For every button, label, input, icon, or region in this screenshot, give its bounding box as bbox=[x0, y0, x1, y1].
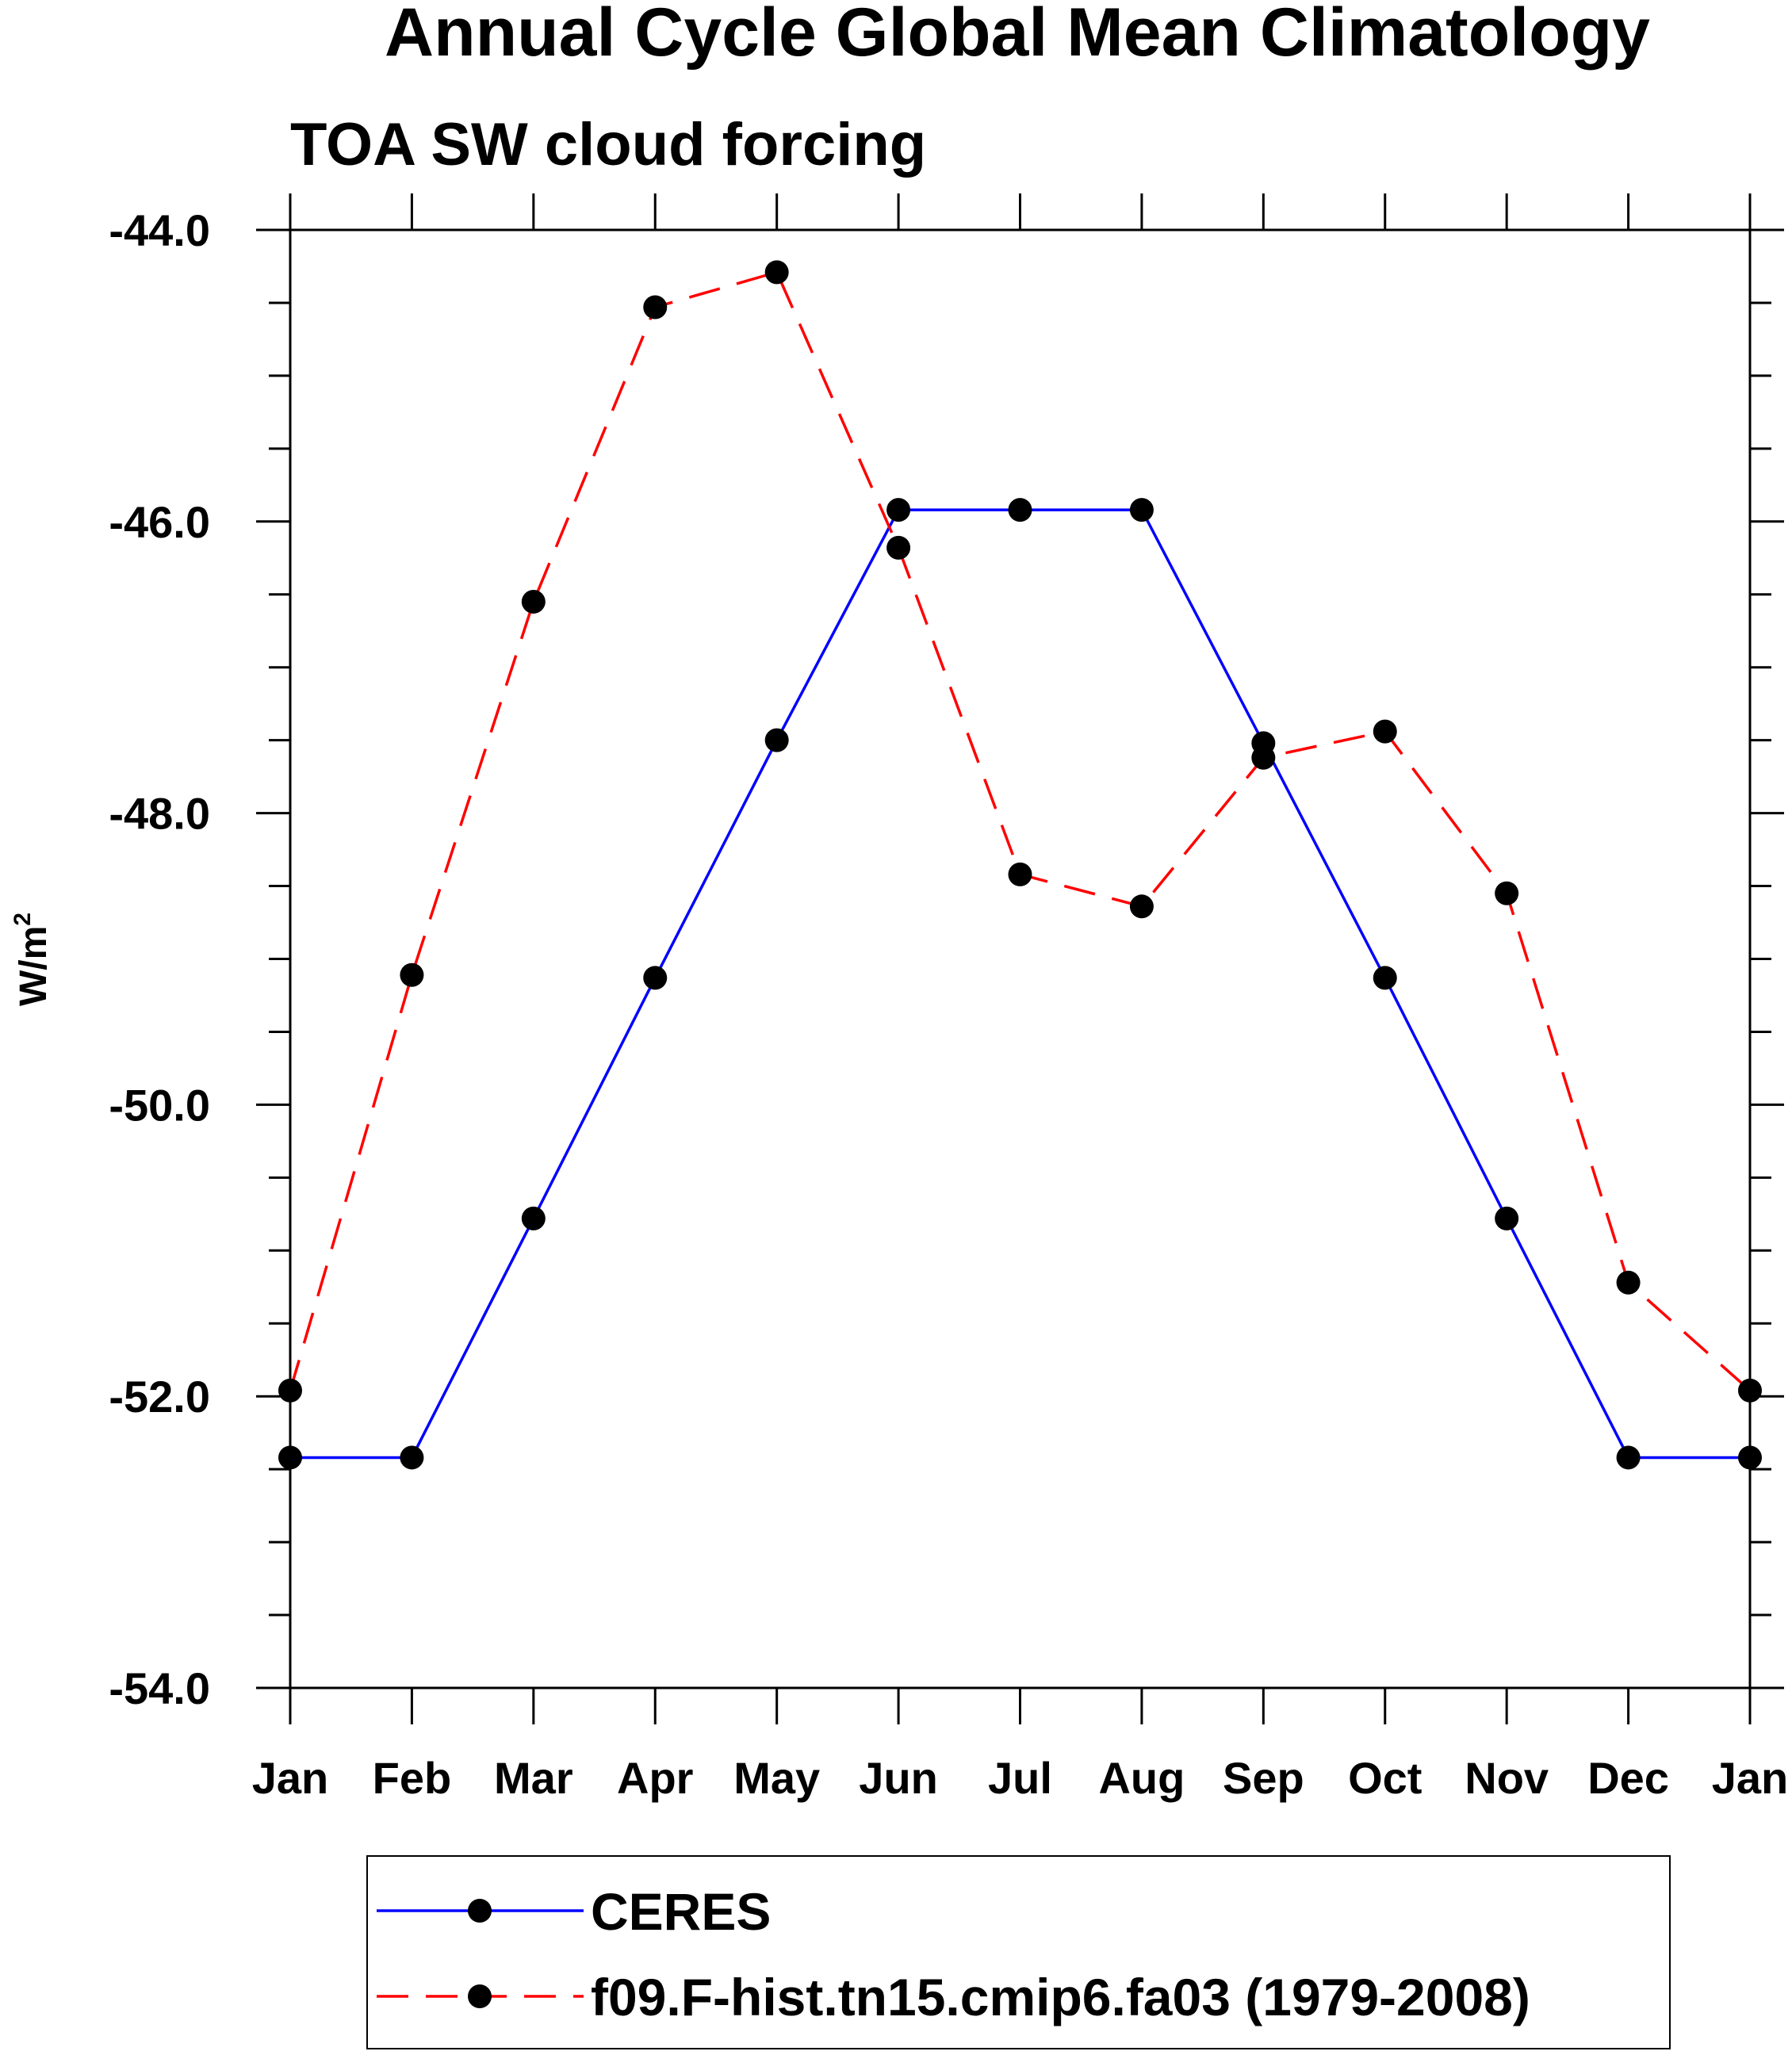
data-point bbox=[1738, 1445, 1762, 1470]
data-point bbox=[1373, 719, 1397, 744]
x-tick-label: Aug bbox=[1098, 1753, 1185, 1803]
series-ceres bbox=[278, 498, 1762, 1470]
data-point bbox=[643, 295, 668, 320]
data-point bbox=[1495, 881, 1519, 905]
legend-marker bbox=[468, 1984, 492, 2008]
x-tick-label: Jan bbox=[1712, 1753, 1789, 1803]
series-model bbox=[278, 260, 1762, 1403]
plot-frame bbox=[289, 228, 1752, 1690]
x-tick-label: Jan bbox=[252, 1753, 329, 1803]
series-line bbox=[289, 270, 1752, 1392]
legend-label: CERES bbox=[591, 1882, 771, 1941]
legend: CERES f09.F-hist.tn15.cmip6.fa03 (1979-20… bbox=[366, 1855, 1671, 2049]
data-point bbox=[278, 1445, 302, 1470]
data-point bbox=[1616, 1445, 1641, 1470]
data-point bbox=[1008, 862, 1032, 886]
data-point bbox=[278, 1378, 302, 1403]
y-tick-label: -52.0 bbox=[109, 1372, 210, 1422]
data-point bbox=[400, 962, 424, 987]
data-point bbox=[1738, 1378, 1762, 1403]
data-point bbox=[764, 260, 789, 285]
legend-label: f09.F-hist.tn15.cmip6.fa03 (1979-2008) bbox=[591, 1968, 1530, 2026]
legend-marker bbox=[468, 1899, 492, 1923]
data-point bbox=[1616, 1270, 1641, 1295]
x-tick-label: Nov bbox=[1465, 1753, 1549, 1803]
y-axis-label: W/m2 bbox=[10, 913, 55, 1006]
x-tick-label: Mar bbox=[494, 1753, 573, 1803]
legend-box bbox=[366, 1855, 1671, 2049]
x-tick-label: Apr bbox=[617, 1753, 693, 1803]
chart-title: Annual Cycle Global Mean Climatology bbox=[385, 0, 1650, 71]
data-point bbox=[886, 535, 911, 560]
x-tick-label: Jul bbox=[988, 1753, 1052, 1803]
data-point bbox=[1251, 745, 1276, 770]
data-point bbox=[1129, 894, 1154, 919]
y-tick-label: -46.0 bbox=[109, 497, 210, 547]
x-tick-label: Oct bbox=[1348, 1753, 1422, 1803]
data-point bbox=[886, 498, 911, 522]
x-tick-label: Feb bbox=[373, 1753, 452, 1803]
y-tick-label: -54.0 bbox=[109, 1663, 210, 1713]
y-tick-label: -50.0 bbox=[109, 1080, 210, 1130]
data-point bbox=[400, 1445, 424, 1470]
x-tick-label: May bbox=[733, 1753, 820, 1803]
data-point bbox=[1008, 498, 1032, 522]
chart-subtitle: TOA SW cloud forcing bbox=[290, 111, 926, 178]
x-tick-label: Sep bbox=[1223, 1753, 1304, 1803]
x-tick-label: Dec bbox=[1587, 1753, 1669, 1803]
data-point bbox=[521, 1206, 546, 1230]
y-tick-label: -44.0 bbox=[109, 205, 210, 255]
data-point bbox=[521, 589, 546, 614]
x-tick-label: Jun bbox=[859, 1753, 938, 1803]
data-point bbox=[643, 966, 668, 990]
series-line bbox=[290, 508, 1750, 1460]
data-point bbox=[1373, 966, 1397, 990]
y-tick-label: -48.0 bbox=[109, 789, 210, 839]
data-point bbox=[1129, 498, 1154, 522]
data-point bbox=[1495, 1206, 1519, 1230]
data-point bbox=[764, 728, 789, 752]
